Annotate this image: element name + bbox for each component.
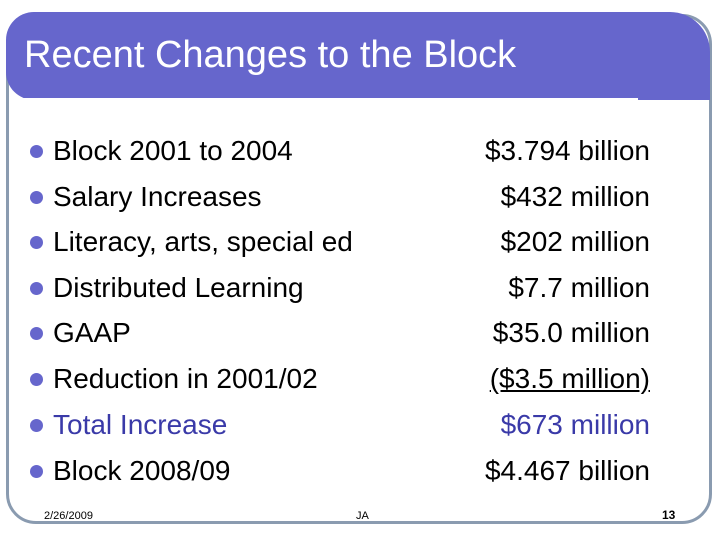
list-item: Block 2001 to 2004 $3.794 billion xyxy=(30,131,650,171)
item-label: Block 2001 to 2004 xyxy=(53,135,293,166)
item-value: $432 million xyxy=(500,181,650,212)
item-value: $4.467 billion xyxy=(484,455,650,486)
list-item: Salary Increases $432 million xyxy=(30,177,650,217)
item-value: $673 million xyxy=(500,409,650,440)
bullet-icon xyxy=(30,281,43,295)
bullet-icon xyxy=(30,418,43,432)
list-item: Distributed Learning $7.7 million xyxy=(30,268,650,308)
item-label: Salary Increases xyxy=(53,181,262,212)
list-item: Reduction in 2001/02 ($3.5 million) xyxy=(30,359,650,399)
title-divider xyxy=(10,98,638,100)
item-label: Total Increase xyxy=(53,409,228,440)
list-item: Block 2008/09 $4.467 billion xyxy=(30,451,650,491)
bullet-icon xyxy=(30,235,43,249)
item-label: Distributed Learning xyxy=(53,272,304,303)
item-label: GAAP xyxy=(53,317,131,348)
bullet-icon xyxy=(30,372,43,386)
item-value: $35.0 million xyxy=(492,317,650,348)
title-bar xyxy=(6,12,710,100)
bullet-icon xyxy=(30,326,43,340)
item-value: $3.794 billion xyxy=(484,135,650,166)
list-item: GAAP $35.0 million xyxy=(30,313,650,353)
bullet-icon xyxy=(30,144,43,158)
page-number: 13 xyxy=(662,508,676,522)
slide-title: Recent Changes to the Block xyxy=(24,34,517,76)
bullet-icon xyxy=(30,464,43,478)
item-label: Block 2008/09 xyxy=(53,455,231,486)
list-item: Literacy, arts, special ed $202 million xyxy=(30,222,650,262)
item-label: Literacy, arts, special ed xyxy=(53,226,353,257)
footer-author: JA xyxy=(356,510,369,522)
footer-date: 2/26/2009 xyxy=(44,510,93,522)
item-value: $202 million xyxy=(500,226,650,257)
item-value: ($3.5 million) xyxy=(489,363,650,394)
list-item: Total Increase $673 million xyxy=(30,405,650,445)
item-value: $7.7 million xyxy=(508,272,650,303)
bullet-icon xyxy=(30,190,43,204)
item-label: Reduction in 2001/02 xyxy=(53,363,318,394)
